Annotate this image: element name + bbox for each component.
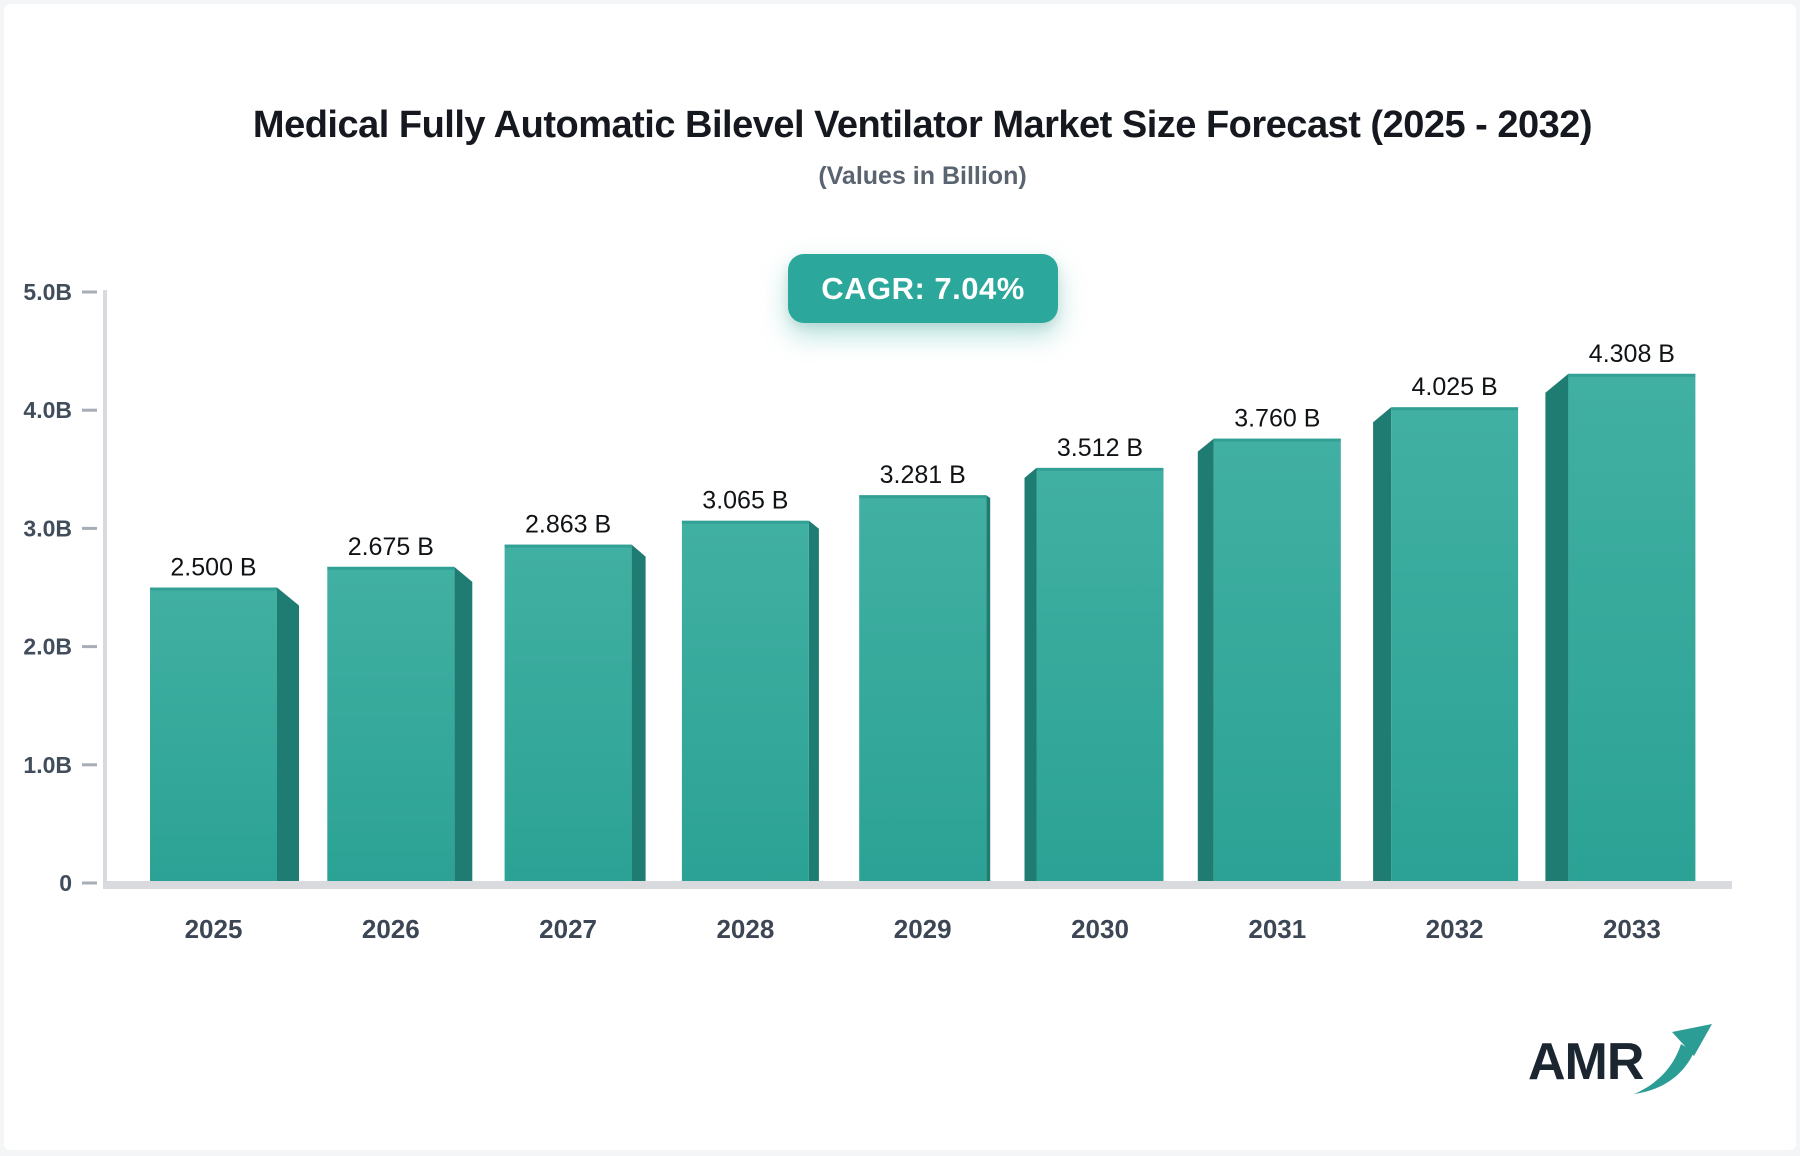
x-axis-label-2032: 2032 (1426, 914, 1484, 944)
bar-front-face-2029 (859, 495, 987, 883)
bar-value-label-2026: 2.675 B (348, 533, 434, 561)
bar-value-label-2031: 3.760 B (1234, 405, 1320, 433)
bar-value-label-2029: 3.281 B (880, 461, 966, 489)
bar-top-edge-2025 (150, 587, 277, 591)
y-tick-0 (82, 881, 97, 885)
x-axis-label-2027: 2027 (539, 914, 597, 944)
x-axis-label-2025: 2025 (185, 914, 243, 944)
bar-top-edge-2026 (327, 566, 455, 570)
x-axis-label-2033: 2033 (1603, 914, 1661, 944)
bar-side-face-2027 (631, 544, 646, 883)
y-tick-label-5.0B: 5.0B (23, 279, 72, 305)
bar-side-face-2032 (1373, 407, 1392, 883)
bar-front-face-2032 (1391, 407, 1519, 883)
bar-value-label-2033: 4.308 B (1589, 340, 1675, 368)
y-tick-label-4.0B: 4.0B (23, 397, 72, 423)
bar-top-edge-2032 (1391, 407, 1519, 411)
bar-top-edge-2031 (1213, 438, 1341, 442)
y-tick-label-1.0B: 1.0B (23, 752, 72, 778)
bar-side-face-2031 (1197, 438, 1214, 883)
bar-top-edge-2027 (504, 544, 632, 548)
bar-front-face-2033 (1568, 373, 1696, 883)
bar-top-edge-2030 (1036, 467, 1164, 471)
bar-front-face-2025 (150, 587, 277, 883)
bar-front-face-2031 (1213, 438, 1341, 883)
y-tick-4.0B (82, 408, 97, 412)
y-tick-3.0B (82, 526, 97, 530)
bar-side-face-2030 (1024, 467, 1037, 883)
x-axis-label-2026: 2026 (362, 914, 420, 944)
cagr-badge: CAGR: 7.04% (788, 254, 1058, 323)
bar-front-face-2030 (1036, 467, 1164, 883)
bar-side-face-2033 (1545, 373, 1569, 883)
growth-arrow-icon (1634, 1024, 1712, 1094)
bar-value-label-2025: 2.500 B (170, 554, 256, 582)
x-axis-label-2031: 2031 (1248, 914, 1306, 944)
x-axis-label-2030: 2030 (1071, 914, 1129, 944)
y-tick-label-0: 0 (59, 870, 72, 896)
logo-text: AMR (1528, 1033, 1644, 1091)
x-axis-label-2029: 2029 (894, 914, 952, 944)
bar-side-face-2026 (454, 566, 473, 883)
x-axis-line (103, 881, 1732, 889)
bar-front-face-2026 (327, 566, 455, 883)
y-tick-2.0B (82, 645, 97, 649)
logo: AMR (1528, 1024, 1743, 1117)
bar-top-edge-2033 (1568, 373, 1696, 377)
x-axis-label-2028: 2028 (716, 914, 774, 944)
chart-title: Medical Fully Automatic Bilevel Ventilat… (252, 104, 1593, 146)
bar-top-edge-2029 (859, 495, 987, 499)
y-axis-line (103, 290, 107, 889)
bar-value-label-2028: 3.065 B (702, 487, 788, 515)
bar-value-label-2030: 3.512 B (1057, 434, 1143, 462)
bar-front-face-2028 (681, 520, 809, 883)
y-tick-1.0B (82, 763, 97, 767)
y-tick-label-3.0B: 3.0B (23, 515, 72, 541)
bar-top-edge-2028 (681, 520, 809, 524)
bar-side-face-2028 (808, 520, 819, 883)
chart-subtitle: (Values in Billion) (818, 162, 1027, 190)
bar-front-face-2027 (504, 544, 632, 883)
y-tick-label-2.0B: 2.0B (23, 634, 72, 660)
y-tick-5.0B (82, 290, 97, 294)
bar-side-face-2029 (986, 495, 991, 883)
bar-side-face-2025 (277, 587, 299, 883)
bar-value-label-2027: 2.863 B (525, 511, 611, 539)
bar-value-label-2032: 4.025 B (1412, 373, 1498, 401)
